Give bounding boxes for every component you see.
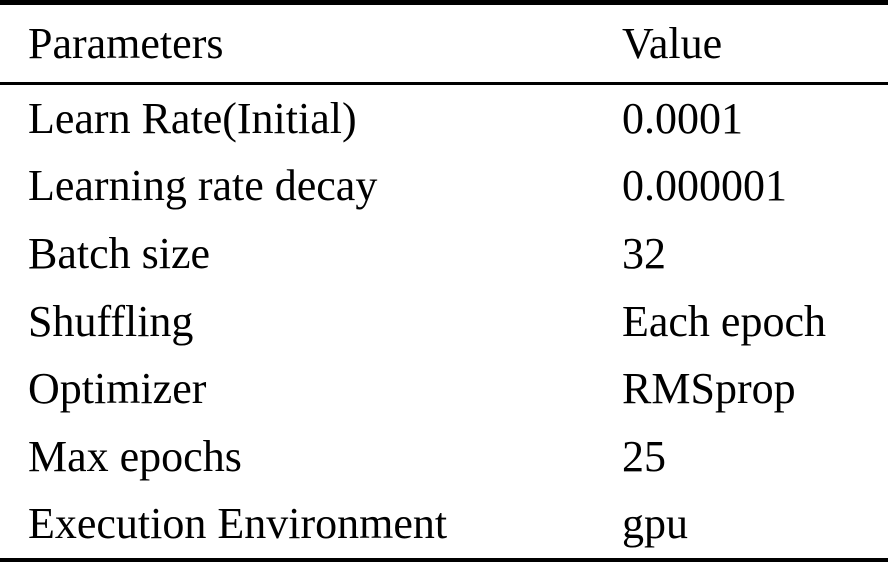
value-cell: 25: [622, 431, 666, 481]
column-header-value: Value: [622, 18, 723, 68]
table-row: Optimizer RMSprop: [0, 355, 888, 423]
param-cell: Batch size: [28, 228, 211, 278]
value-cell: 32: [622, 228, 666, 278]
value-cell: 0.000001: [622, 161, 787, 211]
value-cell: Each epoch: [622, 296, 826, 346]
value-cell: 0.0001: [622, 93, 743, 143]
table-row: Shuffling Each epoch: [0, 288, 888, 356]
param-cell: Shuffling: [28, 296, 194, 346]
table-row: Execution Environment gpu: [0, 490, 888, 558]
table-row: Max epochs 25: [0, 423, 888, 491]
table-row: Learn Rate(Initial) 0.0001: [0, 85, 888, 153]
value-cell: gpu: [622, 499, 688, 549]
param-cell: Optimizer: [28, 364, 207, 414]
param-cell: Learning rate decay: [28, 161, 378, 211]
table-body: Learn Rate(Initial) 0.0001 Learning rate…: [0, 85, 888, 562]
param-cell: Max epochs: [28, 431, 242, 481]
column-header-parameters: Parameters: [28, 18, 224, 68]
table-row: Learning rate decay 0.000001: [0, 153, 888, 221]
table-row: Batch size 32: [0, 220, 888, 288]
param-cell: Learn Rate(Initial): [28, 93, 357, 143]
table-header-row: Parameters Value: [0, 0, 888, 85]
value-cell: RMSprop: [622, 364, 796, 414]
param-cell: Execution Environment: [28, 499, 448, 549]
